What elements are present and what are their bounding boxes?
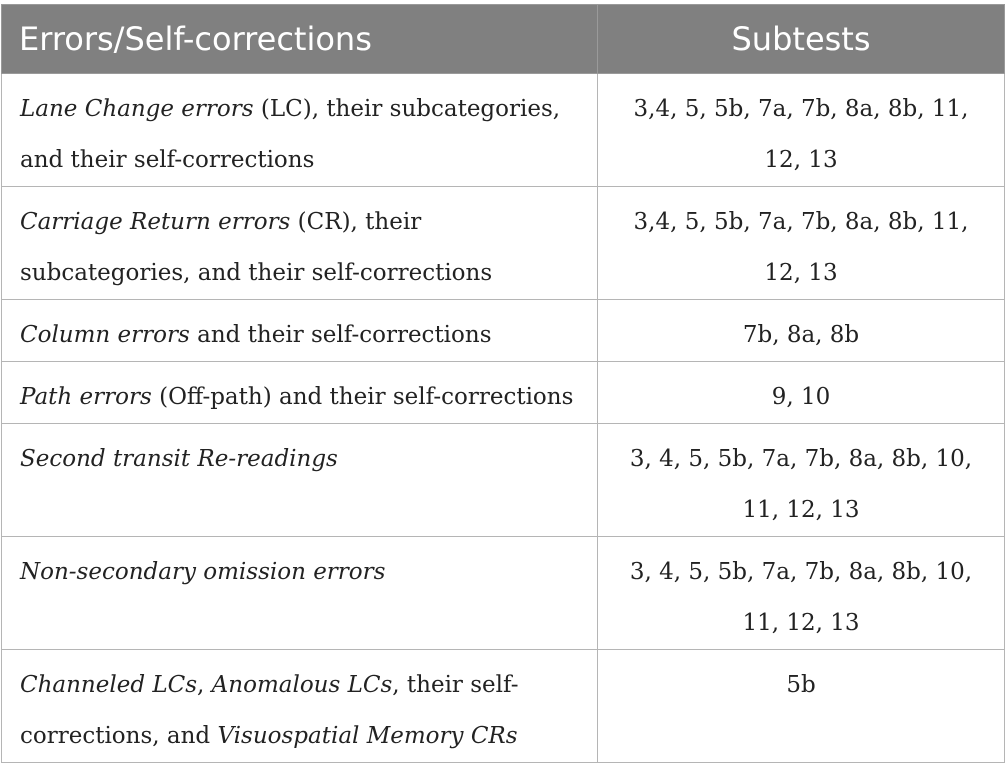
subtests-cell: 3, 4, 5, 5b, 7a, 7b, 8a, 8b, 10, 11, 12,… — [597, 536, 1005, 650]
table-row: Second transit Re-readings 3, 4, 5, 5b, … — [1, 423, 1005, 537]
table-row: Column errors and their self-corrections… — [1, 299, 1005, 362]
error-type-cell: Path errors (Off-path) and their self-co… — [1, 361, 598, 424]
error-type-italic: Channeled LCs — [20, 672, 198, 698]
error-type-text: (CR), their subcategories, and their sel… — [20, 209, 493, 286]
subtests-cell: 3,4, 5, 5b, 7a, 7b, 8a, 8b, 11, 12, 13 — [597, 73, 1005, 187]
error-type-cell: Channeled LCs, Anomalous LCs, their self… — [1, 649, 598, 763]
subtests-cell: 7b, 8a, 8b — [597, 299, 1005, 362]
error-type-italic: Anomalous LCs — [211, 672, 393, 698]
table-row: Channeled LCs, Anomalous LCs, their self… — [1, 649, 1005, 763]
table-row: Carriage Return errors (CR), their subca… — [1, 186, 1005, 300]
error-type-italic: Second transit Re-readings — [20, 446, 338, 472]
error-type-cell: Non-secondary omission errors — [1, 536, 598, 650]
column-header-subtests: Subtests — [597, 4, 1005, 74]
error-type-cell: Lane Change errors (LC), their subcatego… — [1, 73, 598, 187]
subtests-cell: 9, 10 — [597, 361, 1005, 424]
header-row: Errors/Self-corrections Subtests — [1, 4, 1005, 74]
error-type-italic: Visuospatial Memory CRs — [217, 723, 518, 749]
error-type-text: (Off-path) and their self-corrections — [151, 384, 574, 410]
error-type-text: , their self-corrections, and — [20, 672, 519, 749]
errors-subtests-table: Errors/Self-corrections Subtests Lane Ch… — [1, 4, 1005, 763]
error-type-cell: Second transit Re-readings — [1, 423, 598, 537]
error-type-text: (LC), their subcategories, and their sel… — [20, 96, 561, 173]
error-type-italic: Lane Change errors — [20, 96, 254, 122]
table-row: Lane Change errors (LC), their subcatego… — [1, 73, 1005, 187]
subtests-cell: 3,4, 5, 5b, 7a, 7b, 8a, 8b, 11, 12, 13 — [597, 186, 1005, 300]
table-row: Path errors (Off-path) and their self-co… — [1, 361, 1005, 424]
error-type-text: , — [197, 672, 212, 698]
error-type-italic: Path errors — [20, 384, 152, 410]
subtests-cell: 3, 4, 5, 5b, 7a, 7b, 8a, 8b, 10, 11, 12,… — [597, 423, 1005, 537]
subtests-cell: 5b — [597, 649, 1005, 763]
error-type-italic: Non-secondary omission errors — [20, 559, 386, 585]
error-type-text: and their self-corrections — [189, 322, 492, 348]
error-type-cell: Column errors and their self-corrections — [1, 299, 598, 362]
error-type-cell: Carriage Return errors (CR), their subca… — [1, 186, 598, 300]
table-row: Non-secondary omission errors 3, 4, 5, 5… — [1, 536, 1005, 650]
column-header-errors: Errors/Self-corrections — [1, 4, 598, 74]
error-type-italic: Column errors — [20, 322, 190, 348]
error-type-italic: Carriage Return errors — [20, 209, 291, 235]
